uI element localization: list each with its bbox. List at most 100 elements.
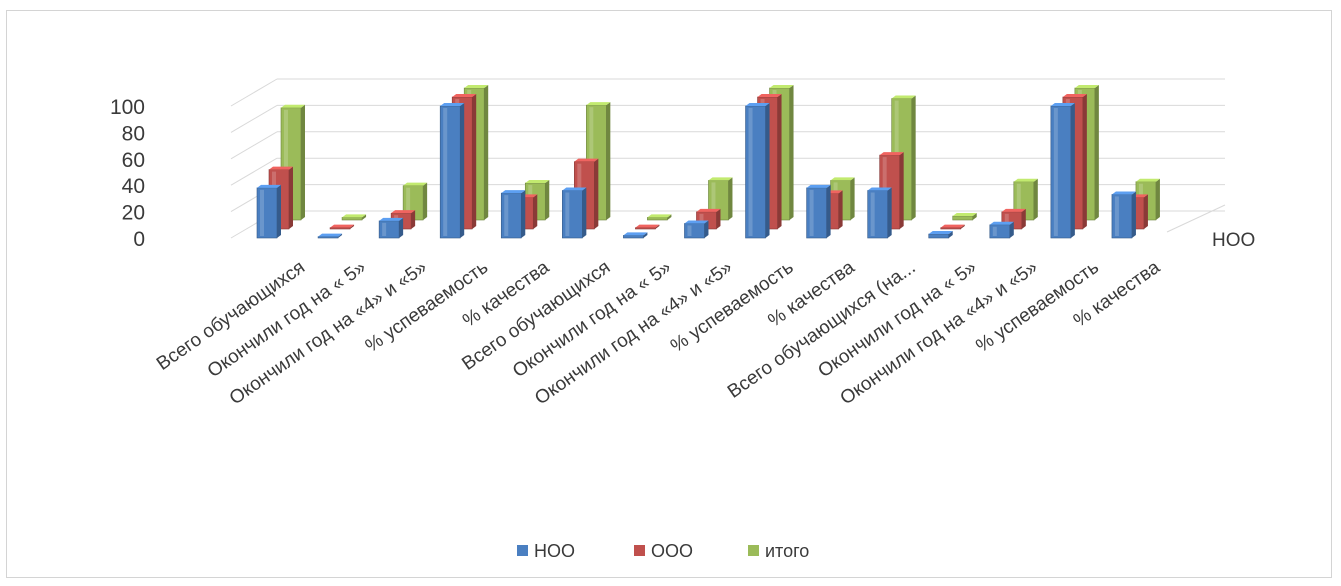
bar-front <box>317 236 339 239</box>
bar-top <box>281 104 305 108</box>
bar-top <box>940 224 965 228</box>
bars <box>256 85 1160 239</box>
bar-side <box>911 95 916 220</box>
bar-top <box>623 232 648 236</box>
bar-top <box>464 85 489 88</box>
bar-highlight <box>382 222 387 236</box>
bar-side <box>826 184 831 238</box>
floor-edge <box>1166 204 1226 233</box>
bar-highlight <box>1004 213 1009 227</box>
legend-item: НОО <box>517 541 575 561</box>
bar-side <box>277 184 281 238</box>
bar-top <box>562 187 587 191</box>
bar-top <box>403 182 428 186</box>
bar-top <box>501 190 526 194</box>
bar-side <box>850 177 855 220</box>
bar-ooo <box>635 224 660 230</box>
gridline-side <box>230 104 278 133</box>
bar-side <box>399 217 404 238</box>
bar-side <box>289 166 293 229</box>
bar-side <box>765 103 770 238</box>
bar-itogo <box>280 104 305 221</box>
bar-top <box>684 220 709 224</box>
bar-top <box>1074 85 1099 88</box>
bar-side <box>582 187 587 238</box>
legend-swatch <box>517 545 528 556</box>
bar-highlight <box>406 187 411 218</box>
bar-side <box>1021 208 1026 229</box>
bar-top <box>635 224 660 228</box>
bar-side <box>1094 85 1099 220</box>
bar-side <box>728 177 733 220</box>
bar-side <box>655 224 660 229</box>
bar-top <box>586 102 611 106</box>
depth-axis-label: НОО <box>1212 230 1255 251</box>
bar-top <box>1001 208 1026 212</box>
bar-top <box>1111 191 1136 195</box>
bar-side <box>460 103 465 238</box>
y-tick-label: 80 <box>122 122 145 145</box>
bar-side <box>472 94 477 229</box>
bar-side <box>1070 103 1075 238</box>
bar-top <box>879 152 904 156</box>
bar-highlight <box>284 109 288 218</box>
bar-noo <box>1050 103 1075 239</box>
legend-label: НОО <box>534 541 575 561</box>
y-tick-label: 0 <box>133 228 145 251</box>
legend: НОО ООО итого <box>517 541 809 561</box>
y-tick-label: 40 <box>122 175 145 198</box>
bar-side <box>838 190 843 229</box>
bar-front <box>623 235 644 239</box>
bar-side <box>533 194 538 229</box>
y-axis-ticks: 0 20 40 60 80 100 <box>110 96 145 251</box>
bar-side <box>899 152 904 229</box>
gridline-side <box>230 131 278 160</box>
bar-top <box>952 213 977 217</box>
bar-noo <box>806 184 831 239</box>
bar-top <box>708 177 733 181</box>
bar-side <box>594 158 599 229</box>
bar-side <box>411 210 416 229</box>
bar-top <box>525 180 550 184</box>
bar-top <box>318 233 343 237</box>
bar-highlight <box>260 189 264 236</box>
bar-side <box>948 231 953 238</box>
bar-highlight <box>699 213 704 227</box>
bar-highlight <box>565 192 570 236</box>
bar-side <box>643 232 648 238</box>
gridline-side <box>230 157 278 186</box>
bar-top <box>1050 103 1075 106</box>
bar-noo <box>684 220 709 239</box>
bar-highlight <box>992 226 997 236</box>
y-tick-label: 20 <box>122 202 145 225</box>
bar-side <box>704 220 709 238</box>
legend-label: итого <box>765 541 809 561</box>
bar-top <box>867 187 892 191</box>
bar-side <box>301 104 305 220</box>
bar-side <box>1155 178 1160 220</box>
bar-highlight <box>1114 196 1119 236</box>
bar-side <box>1131 191 1136 238</box>
bar-side <box>606 102 611 220</box>
bar-side <box>521 190 526 238</box>
bar-highlight <box>1053 108 1058 236</box>
bar-itogo <box>952 213 977 221</box>
bar-noo <box>256 184 281 239</box>
bar-highlight <box>443 108 448 236</box>
bar-side <box>545 180 550 220</box>
bar-top <box>769 85 794 88</box>
bar-front <box>329 227 351 230</box>
bar-top <box>440 103 465 106</box>
legend-label: ООО <box>651 541 693 561</box>
bar-itogo <box>647 214 672 221</box>
bar-side <box>887 187 892 238</box>
bar-noo <box>439 103 465 239</box>
bar-front <box>940 227 962 230</box>
bar-side <box>1143 194 1148 229</box>
bar-highlight <box>711 182 716 218</box>
bar-highlight <box>748 108 753 236</box>
bar-front <box>341 217 363 221</box>
bar-side <box>1033 178 1038 220</box>
